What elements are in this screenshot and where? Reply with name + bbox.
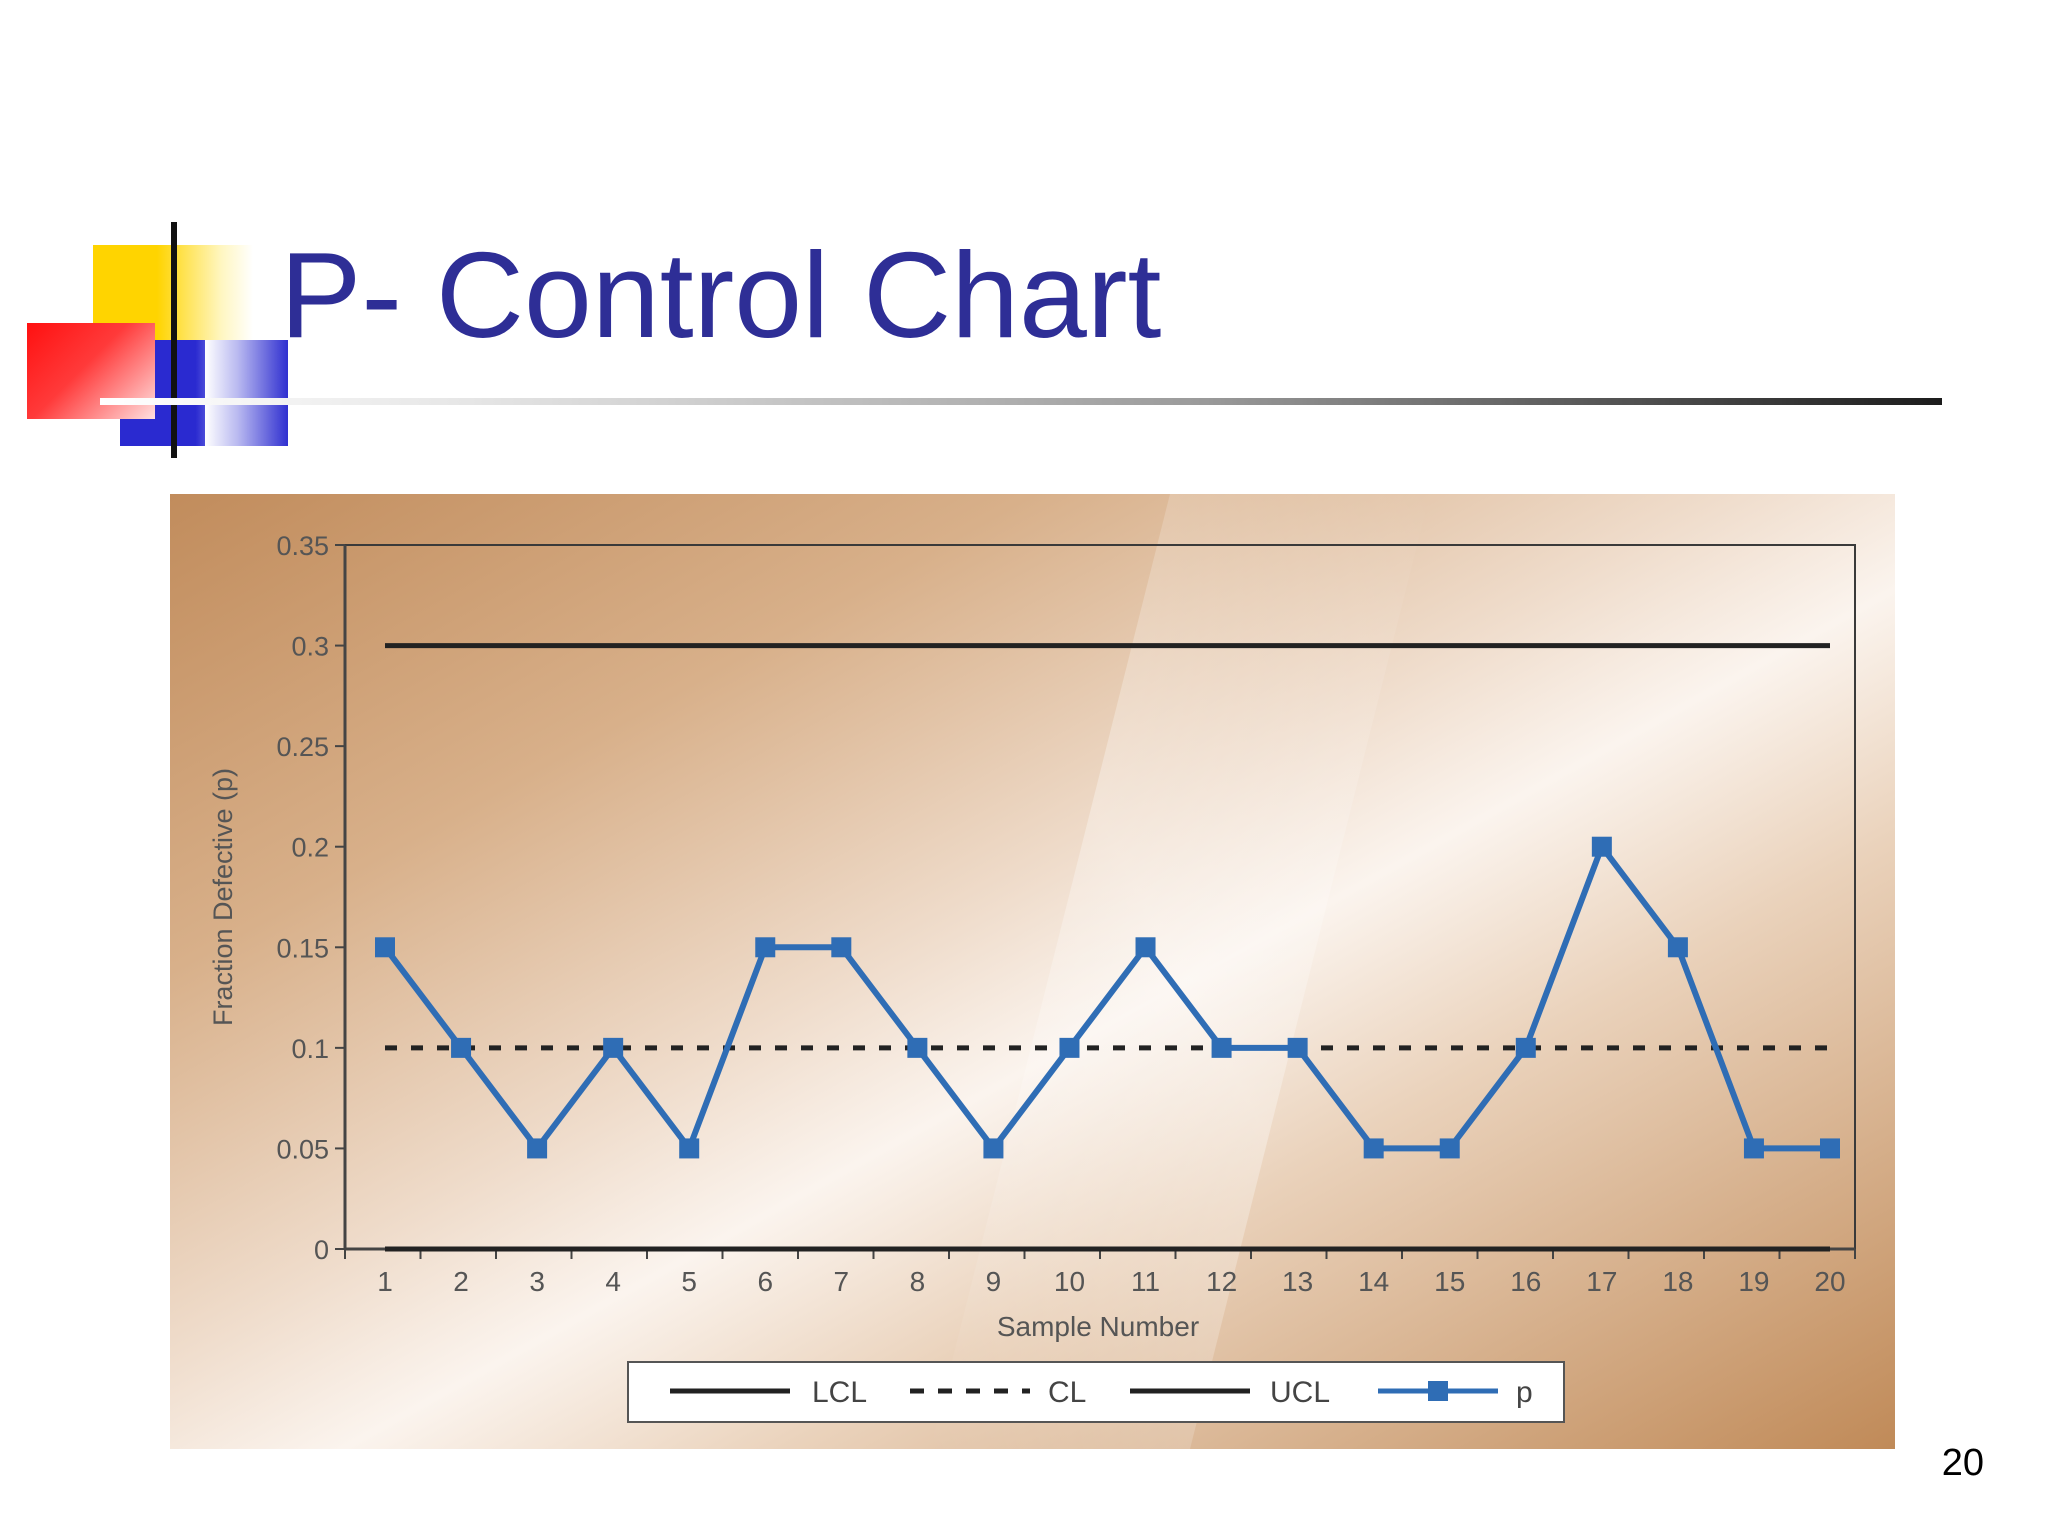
y-tick-label: 0.2 [291,833,329,863]
x-tick-label: 12 [1206,1266,1237,1297]
slide-number: 20 [1941,1442,1984,1484]
data-point-p [603,1037,624,1058]
data-point-p [451,1037,472,1058]
data-point-p [1211,1037,1232,1058]
y-axis-ticks: 0 0.05 0.1 0.15 0.2 0.25 0.3 0.35 [276,531,345,1265]
y-tick-label: 0.05 [276,1134,329,1164]
series-line-p [382,843,1830,1152]
x-tick-label: 18 [1662,1266,1693,1297]
slide-title: P- Control Chart [280,227,1162,363]
title-underline [100,398,1942,405]
x-tick-label: 5 [681,1266,697,1297]
x-tick-label: 14 [1358,1266,1389,1297]
x-tick-label: 17 [1586,1266,1617,1297]
chart-shine [930,494,1430,1449]
x-axis-ticks: 1 2 3 4 5 6 7 8 9 10 11 12 13 14 15 16 17 18 19 20 [344,1249,1856,1297]
data-point-p [831,937,852,958]
slide-logo [0,0,300,470]
chart-panel: 0 0.05 0.1 0.15 0.2 0.25 0.3 0.35 1 2 3 4 5 6 7 8 9 10 11… [170,494,1895,1449]
y-axis-title: Fraction Defective (p) [208,768,238,1026]
x-tick-label: 2 [453,1266,469,1297]
y-tick-label: 0 [314,1235,329,1265]
series-layer [375,643,1840,1252]
y-tick-label: 0.1 [291,1034,329,1064]
y-tick-label: 0.25 [276,732,329,762]
data-point-p [983,1138,1004,1159]
x-tick-label: 15 [1434,1266,1465,1297]
x-tick-label: 7 [834,1266,850,1297]
data-point-p [1287,1037,1308,1058]
data-point-p [1439,1138,1460,1159]
data-point-p [375,937,395,958]
y-tick-label: 0.15 [276,933,329,963]
x-axis-title: Sample Number [997,1311,1199,1342]
x-tick-label: 8 [910,1266,926,1297]
legend-cl-label: CL [1048,1376,1086,1409]
data-point-p [1059,1037,1080,1058]
y-tick-label: 0.3 [291,632,329,662]
control-chart: 00.050.10.150.20.250.30.35 1 2 3 4 5 6 7 8 9 10 11… [170,494,1895,1449]
data-point-p [1135,937,1156,958]
x-tick-label: 9 [986,1266,1002,1297]
data-point-p [1515,1037,1536,1058]
data-point-p [907,1037,928,1058]
legend-p-label: p [1516,1376,1533,1409]
data-point-p [1667,937,1688,958]
x-tick-label: 16 [1510,1266,1541,1297]
x-tick-label: 3 [529,1266,545,1297]
data-point-p [1820,1138,1840,1159]
legend-p-marker [1428,1381,1448,1401]
y-tick-label: 0.35 [276,531,329,561]
data-point-p [755,937,776,958]
legend-ucl-label: UCL [1270,1376,1330,1409]
data-point-p [1591,836,1612,857]
x-tick-label: 10 [1054,1266,1085,1297]
x-tick-label: 6 [757,1266,773,1297]
legend: LCL CL UCL p [627,1361,1565,1423]
x-tick-label: 13 [1282,1266,1313,1297]
x-tick-label: 11 [1131,1266,1160,1297]
x-tick-label: 1 [377,1266,393,1297]
data-point-p [679,1138,700,1159]
data-point-p [527,1138,548,1159]
logo-vertical-line [171,222,177,458]
x-tick-label: 4 [605,1266,621,1297]
x-tick-label: 20 [1814,1266,1845,1297]
logo-blue-gradient-square [205,340,288,446]
legend-lcl-label: LCL [812,1376,867,1409]
data-point-p [1743,1138,1764,1159]
data-point-p [1363,1138,1384,1159]
x-tick-label: 19 [1738,1266,1769,1297]
